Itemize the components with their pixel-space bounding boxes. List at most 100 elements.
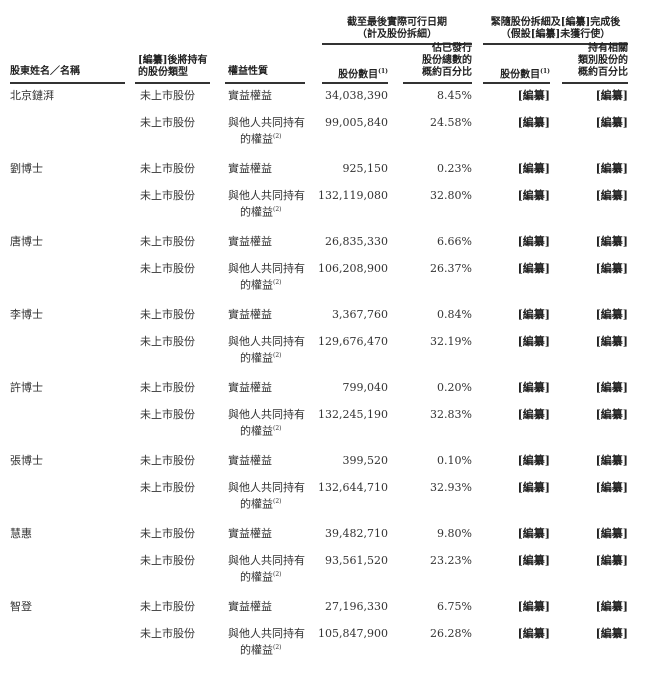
share-type: 未上市股份 <box>140 454 195 467</box>
shareholder-name: 唐博士 <box>10 235 43 248</box>
share-count: 399,520 <box>342 454 389 467</box>
interest-nature: 實益權益 <box>228 89 272 103</box>
divider <box>10 82 125 84</box>
interest-nature: 與他人共同持有 的權益(2) <box>228 627 305 658</box>
footnote-ref: (1) <box>540 68 550 75</box>
nature-line: 的權益 <box>240 643 273 657</box>
nature-line: 的權益 <box>240 497 273 511</box>
post-percentage: [編纂] <box>595 189 628 202</box>
divider <box>403 82 472 84</box>
group-header-current: 截至最後實際可行日期 （計及股份拆細） <box>322 17 472 41</box>
post-share-count: [編纂] <box>517 116 550 129</box>
divider <box>322 82 388 84</box>
interest-nature: 實益權益 <box>228 527 272 541</box>
interest-nature: 實益權益 <box>228 308 272 322</box>
interest-nature: 與他人共同持有 的權益(2) <box>228 262 305 293</box>
percentage: 32.83% <box>430 408 472 421</box>
nature-line: 與他人共同持有 <box>228 335 305 348</box>
post-percentage: [編纂] <box>595 554 628 567</box>
nature-line: 實益權益 <box>228 235 272 248</box>
post-percentage: [編纂] <box>595 381 628 394</box>
post-percentage: [編纂] <box>595 89 628 102</box>
footnote-ref: (2) <box>273 498 282 505</box>
post-percentage: [編纂] <box>595 627 628 640</box>
nature-line: 的權益 <box>240 424 273 438</box>
nature-line: 與他人共同持有 <box>228 554 305 567</box>
post-percentage: [編纂] <box>595 235 628 248</box>
percentage: 26.28% <box>430 627 472 640</box>
header-line: [編纂]後將持有 <box>138 55 208 66</box>
share-count: 132,245,190 <box>318 408 388 421</box>
post-percentage: [編纂] <box>595 454 628 467</box>
post-share-count: [編纂] <box>517 554 550 567</box>
post-percentage: [編纂] <box>595 335 628 348</box>
nature-line: 的權益 <box>240 132 273 146</box>
post-share-count: [編纂] <box>517 262 550 275</box>
percentage: 0.10% <box>437 454 472 467</box>
share-type: 未上市股份 <box>140 308 195 321</box>
footnote-ref: (2) <box>273 644 282 651</box>
divider <box>562 82 628 84</box>
header-line: 持有相關 <box>588 43 628 54</box>
share-type: 未上市股份 <box>140 262 195 275</box>
footnote-ref: (1) <box>378 68 388 75</box>
share-type: 未上市股份 <box>140 189 195 202</box>
share-type: 未上市股份 <box>140 527 195 540</box>
share-type: 未上市股份 <box>140 554 195 567</box>
share-type: 未上市股份 <box>140 335 195 348</box>
shareholder-name: 劉博士 <box>10 162 43 175</box>
interest-nature: 與他人共同持有 的權益(2) <box>228 408 305 439</box>
post-percentage: [編纂] <box>595 262 628 275</box>
interest-nature: 實益權益 <box>228 600 272 614</box>
divider <box>135 82 210 84</box>
nature-line: 實益權益 <box>228 89 272 102</box>
share-count: 132,644,710 <box>318 481 388 494</box>
percentage: 24.58% <box>430 116 472 129</box>
col-header-post-pct: 持有相關 類別股份的 概約百分比 <box>562 43 628 79</box>
col-header-type: [編纂]後將持有 的股份類型 <box>138 55 207 79</box>
footnote-ref: (2) <box>273 279 282 286</box>
share-type: 未上市股份 <box>140 481 195 494</box>
shareholder-name: 張博士 <box>10 454 43 467</box>
footnote-ref: (2) <box>273 206 282 213</box>
header-line: 概約百分比 <box>578 67 628 78</box>
nature-line: 與他人共同持有 <box>228 262 305 275</box>
share-count: 132,119,080 <box>318 189 388 202</box>
interest-nature: 與他人共同持有 的權益(2) <box>228 335 305 366</box>
post-percentage: [編纂] <box>595 481 628 494</box>
share-type: 未上市股份 <box>140 627 195 640</box>
post-share-count: [編纂] <box>517 381 550 394</box>
footnote-ref: (2) <box>273 425 282 432</box>
percentage: 32.93% <box>430 481 472 494</box>
post-share-count: [編纂] <box>517 600 550 613</box>
interest-nature: 實益權益 <box>228 454 272 468</box>
nature-line: 的權益 <box>240 570 273 584</box>
share-count: 3,367,760 <box>332 308 388 321</box>
nature-line: 實益權益 <box>228 308 272 321</box>
share-count: 925,150 <box>342 162 389 175</box>
col-header-nature: 權益性質 <box>228 66 268 77</box>
post-share-count: [編纂] <box>517 235 550 248</box>
share-type: 未上市股份 <box>140 235 195 248</box>
nature-line: 與他人共同持有 <box>228 189 305 202</box>
footnote-ref: (2) <box>273 133 282 140</box>
share-count: 129,676,470 <box>318 335 388 348</box>
group-header-line: （計及股份拆細） <box>357 29 437 40</box>
header-line: 佔已發行 <box>432 43 472 54</box>
divider <box>322 43 472 45</box>
share-count: 106,208,900 <box>318 262 388 275</box>
percentage: 6.75% <box>437 600 472 613</box>
header-text: 股份數目 <box>500 69 541 81</box>
col-header-pct: 佔已發行 股份總數的 概約百分比 <box>403 43 472 79</box>
interest-nature: 與他人共同持有 的權益(2) <box>228 554 305 585</box>
post-share-count: [編纂] <box>517 627 550 640</box>
nature-line: 實益權益 <box>228 454 272 467</box>
post-share-count: [編纂] <box>517 189 550 202</box>
share-count: 26,835,330 <box>325 235 388 248</box>
shareholder-name: 李博士 <box>10 308 43 321</box>
percentage: 26.37% <box>430 262 472 275</box>
share-count: 105,847,900 <box>318 627 388 640</box>
group-header-line: 緊隨股份拆細及[編纂]完成後 <box>490 17 621 28</box>
percentage: 0.23% <box>437 162 472 175</box>
group-header-line: 截至最後實際可行日期 <box>347 17 447 28</box>
